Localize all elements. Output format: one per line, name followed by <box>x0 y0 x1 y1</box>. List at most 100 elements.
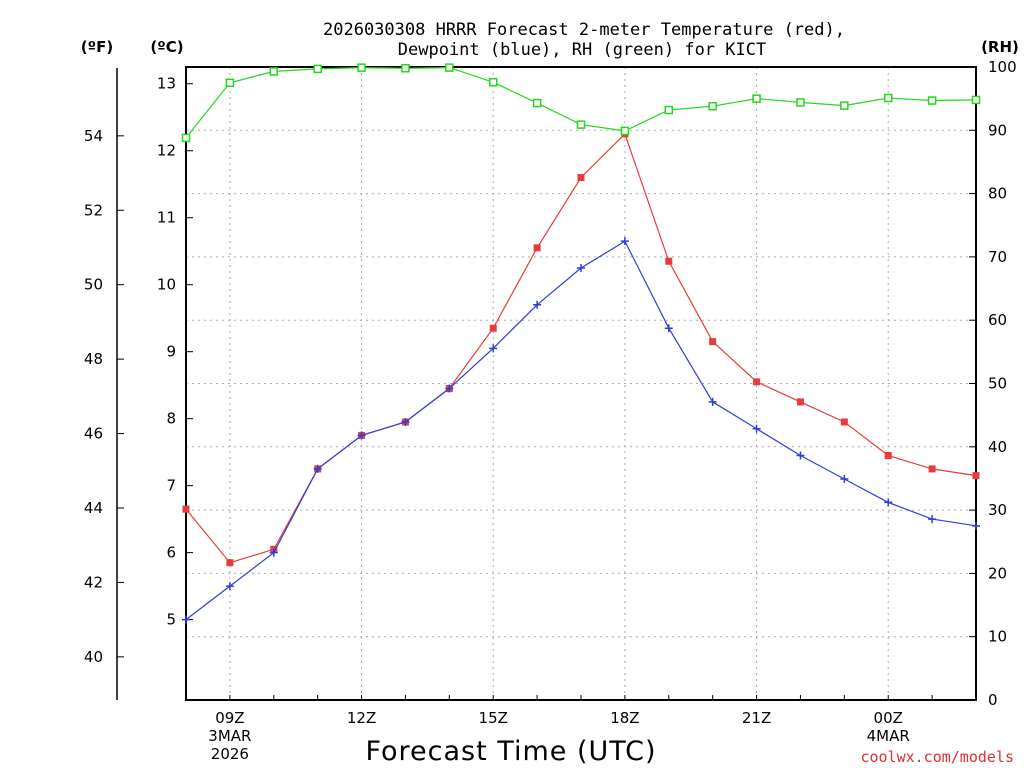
plot-frame <box>185 66 977 701</box>
fahrenheit-tick-label: 46 <box>84 425 103 443</box>
dewpoint-point <box>445 384 454 393</box>
series-line <box>185 132 977 564</box>
temperature-point <box>709 338 717 346</box>
celsius-tick-label: 6 <box>166 544 176 562</box>
rh-point <box>708 101 717 111</box>
rh-point <box>883 93 893 103</box>
fahrenheit-tick-label: 54 <box>84 127 103 145</box>
fahrenheit-tick-label: 44 <box>84 499 103 517</box>
celsius-unit-label: (ºC) <box>150 38 183 56</box>
dewpoint-point <box>708 397 717 406</box>
rh-tick-label: 30 <box>988 501 1007 519</box>
celsius-tick-label: 13 <box>157 75 176 93</box>
celsius-tick-label: 7 <box>166 477 176 495</box>
fahrenheit-tick-label: 48 <box>84 350 103 368</box>
dewpoint-point <box>577 263 585 272</box>
chart-title-line-2: Dewpoint (blue), RH (green) for KICT <box>398 40 766 60</box>
fahrenheit-tick-label: 52 <box>84 201 103 219</box>
dewpoint-point <box>533 300 542 309</box>
grid-lines <box>186 67 976 700</box>
temperature-point <box>753 378 761 386</box>
x-date-label: 3MAR <box>208 727 251 745</box>
dewpoint-point <box>357 431 366 440</box>
dewpoint-point <box>182 615 190 624</box>
rh-point <box>796 98 805 107</box>
rh-point <box>927 96 937 105</box>
dewpoint-point <box>401 418 410 427</box>
rh-point <box>181 133 191 143</box>
series-line <box>185 240 977 621</box>
rh-point <box>620 126 630 136</box>
rh-tick-label: 50 <box>988 375 1007 393</box>
dewpoint-point <box>796 451 805 460</box>
rh-point <box>269 67 279 76</box>
x-tick-label: 21Z <box>742 709 771 727</box>
x-date-label: 4MAR <box>867 727 910 745</box>
rh-point <box>971 95 981 105</box>
celsius-tick-label: 12 <box>157 142 176 160</box>
rh-point <box>664 105 674 115</box>
temperature-point <box>182 505 190 513</box>
celsius-tick-label: 8 <box>166 410 176 428</box>
axis-ticks: 5 6 7 8 9 10 11 12 13 40 42 44 46 48 50 52 54 0 10 20 30 40 50… <box>84 58 1017 763</box>
rh-point <box>532 98 542 108</box>
rh-point <box>357 63 366 72</box>
x-tick-label: 15Z <box>479 709 508 727</box>
rh-tick-label: 10 <box>988 628 1007 646</box>
source-credit: coolwx.com/models <box>860 748 1014 766</box>
celsius-tick-label: 10 <box>157 276 176 294</box>
x-tick-label: 12Z <box>347 709 376 727</box>
dewpoint-point <box>840 474 849 483</box>
dewpoint-point <box>225 582 234 591</box>
dewpoint-point <box>752 424 761 433</box>
celsius-tick-label: 11 <box>157 209 176 227</box>
fahrenheit-tick-label: 42 <box>84 573 103 591</box>
fahrenheit-tick-label: 40 <box>84 648 103 666</box>
x-year-label: 2026 <box>211 745 249 763</box>
rh-tick-label: 20 <box>988 564 1007 582</box>
dewpoint-point <box>620 237 629 246</box>
rh-point <box>313 64 322 74</box>
chart-title-line-1: 2026030308 HRRR Forecast 2-meter Tempera… <box>323 20 845 40</box>
rh-point <box>225 78 235 88</box>
rh-point <box>752 94 761 103</box>
dewpoint-point <box>664 324 673 333</box>
dewpoint-point <box>972 521 980 530</box>
temperature-point <box>928 465 936 473</box>
rh-tick-label: 100 <box>988 58 1017 76</box>
rh-point <box>576 120 586 129</box>
rh-unit-label: (RH) <box>981 38 1019 56</box>
dewpoint-point <box>313 464 322 473</box>
dewpoint-point <box>884 498 893 507</box>
rh-tick-label: 80 <box>988 185 1007 203</box>
x-tick-label: 18Z <box>610 709 639 727</box>
temperature-point <box>665 257 673 265</box>
rh-tick-label: 70 <box>988 248 1007 266</box>
temperature-point <box>226 559 234 567</box>
rh-point <box>445 63 454 72</box>
x-tick-label: 09Z <box>215 709 244 727</box>
rh-point <box>840 101 849 110</box>
fahrenheit-tick-label: 50 <box>84 276 103 294</box>
x-tick-label: 00Z <box>874 709 903 727</box>
rh-point <box>488 77 498 87</box>
dewpoint-point <box>489 344 498 353</box>
fahrenheit-unit-label: (ºF) <box>81 38 113 56</box>
celsius-tick-label: 5 <box>166 611 176 629</box>
data-series <box>181 63 981 624</box>
rh-point <box>401 64 410 73</box>
temperature-point <box>489 324 497 332</box>
celsius-tick-label: 9 <box>166 343 176 361</box>
x-axis-title: Forecast Time (UTC) <box>365 736 656 767</box>
temperature-point <box>884 452 892 460</box>
rh-tick-label: 0 <box>988 691 998 709</box>
dewpoint-point <box>269 548 278 557</box>
temperature-point <box>577 174 585 182</box>
temperature-point <box>840 418 848 426</box>
rh-tick-label: 60 <box>988 311 1007 329</box>
temperature-point <box>796 398 804 406</box>
rh-tick-label: 40 <box>988 438 1007 456</box>
temperature-point <box>972 472 980 480</box>
rh-tick-label: 90 <box>988 121 1007 139</box>
